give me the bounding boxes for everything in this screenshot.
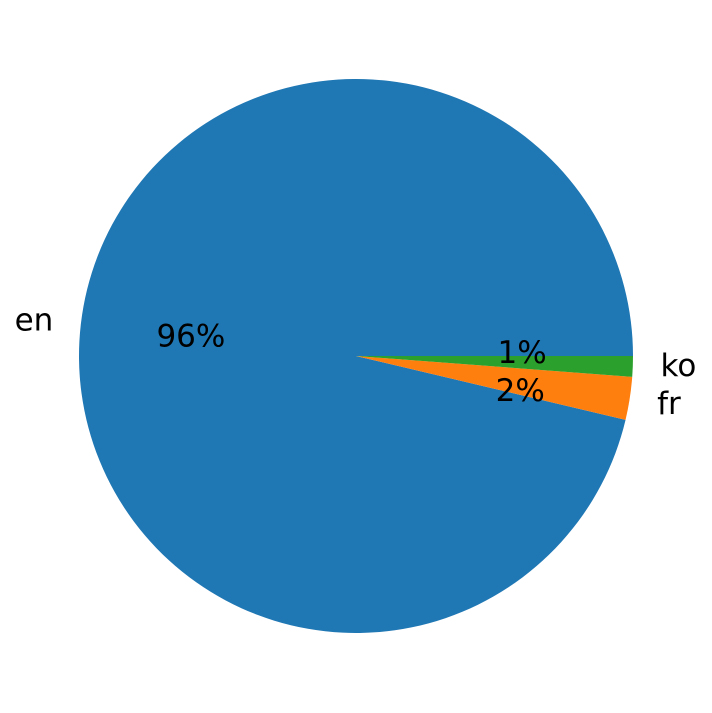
pct-label-ko: 1% [497,335,546,371]
pct-label-fr: 2% [496,373,545,409]
pct-label-en: 96% [156,319,225,355]
slice-label-ko: ko [660,348,696,384]
slice-label-en: en [15,303,54,339]
pie-slice-fr [356,356,633,420]
pie-slice-ko [356,356,633,377]
slice-label-fr: fr [657,386,681,422]
pie-slice-en [78,79,633,634]
